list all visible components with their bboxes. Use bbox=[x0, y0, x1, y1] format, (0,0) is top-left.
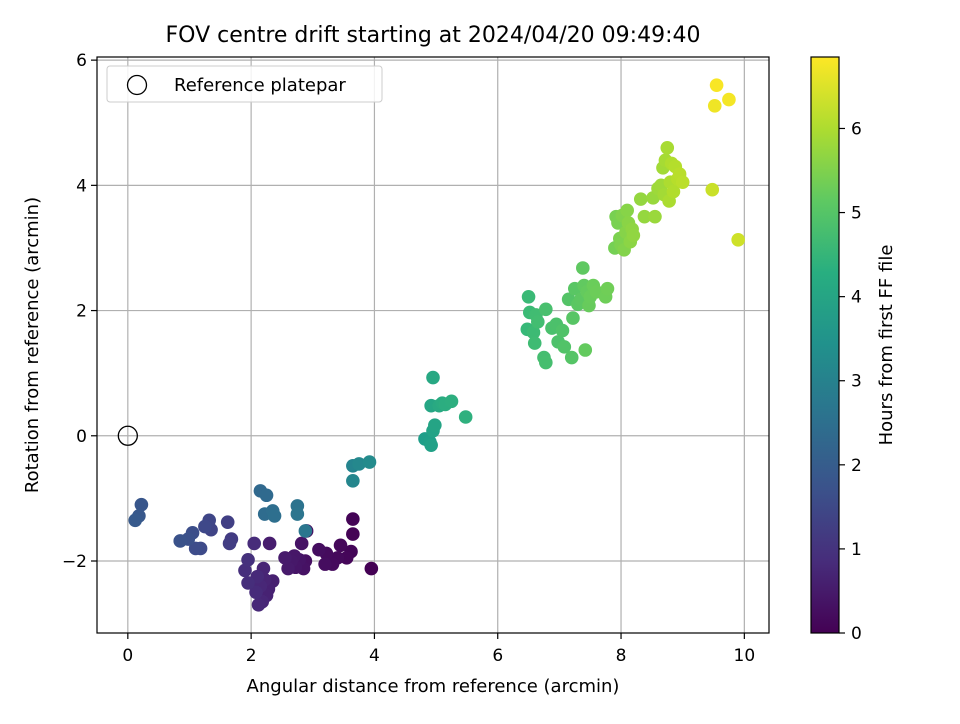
legend-box bbox=[106, 65, 383, 103]
scatter-point bbox=[278, 551, 292, 565]
scatter-point bbox=[364, 561, 379, 576]
x-tick-label: 10 bbox=[734, 646, 756, 666]
scatter-point bbox=[259, 488, 274, 503]
scatter-point bbox=[262, 536, 277, 551]
scatter-point bbox=[648, 209, 662, 224]
scatter-point bbox=[539, 302, 553, 317]
x-tick-label: 4 bbox=[369, 646, 380, 666]
scatter-point bbox=[298, 524, 313, 538]
colorbar-tick-label: 6 bbox=[851, 119, 862, 139]
scatter-point bbox=[134, 497, 149, 512]
scatter-point bbox=[267, 509, 282, 523]
scatter-point bbox=[527, 336, 542, 350]
scatter-point bbox=[626, 228, 641, 243]
scatter-point bbox=[281, 561, 295, 576]
scatter-point bbox=[188, 541, 203, 556]
scatter-point bbox=[620, 203, 635, 218]
scatter-point bbox=[660, 140, 675, 155]
scatter-point bbox=[578, 343, 593, 357]
scatter-point bbox=[705, 182, 720, 197]
scatter-point bbox=[346, 512, 360, 526]
y-tick-label: 0 bbox=[76, 427, 87, 447]
scatter-point bbox=[241, 576, 255, 590]
chart-title: FOV centre drift starting at 2024/04/20 … bbox=[166, 23, 701, 48]
scatter-point bbox=[424, 438, 438, 452]
scatter-point bbox=[241, 552, 255, 567]
legend: Reference platepar bbox=[106, 65, 383, 103]
scatter-point bbox=[352, 457, 366, 471]
scatter-point bbox=[428, 418, 442, 432]
x-tick-label: 2 bbox=[246, 646, 257, 666]
scatter-point bbox=[346, 527, 360, 541]
x-tick-label: 0 bbox=[122, 646, 133, 666]
scatter-point bbox=[173, 534, 188, 548]
scatter-point bbox=[633, 192, 648, 206]
scatter-point bbox=[333, 538, 348, 553]
scatter-point bbox=[128, 513, 143, 528]
colorbar-tick-label: 1 bbox=[851, 540, 862, 560]
scatter-point bbox=[707, 99, 722, 113]
scatter-point bbox=[249, 585, 263, 600]
scatter-point bbox=[251, 598, 266, 612]
scatter-point bbox=[362, 455, 377, 469]
x-axis-ticks: 0 2 4 6 8 10 bbox=[122, 633, 755, 666]
scatter-point bbox=[222, 536, 237, 551]
scatter-point bbox=[637, 209, 652, 224]
colorbar-tick-label: 3 bbox=[851, 372, 862, 392]
scatter-point bbox=[521, 289, 536, 304]
plot-frame bbox=[96, 56, 770, 634]
scatter-points bbox=[128, 78, 745, 612]
scatter-point bbox=[557, 340, 572, 354]
y-axis-ticks: −2 0 2 4 6 bbox=[62, 51, 97, 572]
y-tick-label: 6 bbox=[76, 51, 87, 71]
scatter-point bbox=[539, 355, 553, 370]
scatter-point bbox=[666, 184, 681, 199]
scatter-point bbox=[526, 325, 541, 340]
reference-platepar-marker bbox=[117, 425, 138, 446]
scatter-point bbox=[290, 507, 305, 521]
scatter-point bbox=[709, 78, 724, 92]
scatter-point bbox=[346, 474, 360, 488]
scatter-point bbox=[198, 519, 212, 534]
y-tick-label: −2 bbox=[62, 552, 87, 572]
scatter-point bbox=[247, 536, 262, 551]
scatter-point bbox=[238, 563, 252, 578]
y-tick-label: 2 bbox=[76, 302, 87, 322]
scatter-point bbox=[576, 261, 590, 275]
colorbar-tick-label: 4 bbox=[851, 288, 862, 308]
colorbar-label: Hours from first FF file bbox=[876, 245, 897, 446]
scatter-point bbox=[600, 281, 615, 296]
scatter-point bbox=[722, 92, 736, 107]
legend-marker-reference bbox=[126, 74, 148, 96]
scatter-point bbox=[458, 410, 473, 424]
colorbar: 0 1 2 3 4 5 6 Hours from first FF file bbox=[810, 56, 897, 644]
y-axis-label: Rotation from reference (arcmin) bbox=[22, 197, 43, 493]
scatter-point bbox=[444, 394, 459, 409]
scatter-point bbox=[555, 323, 570, 338]
scatter-point bbox=[566, 311, 580, 325]
scatter-point bbox=[675, 175, 690, 190]
x-tick-label: 8 bbox=[616, 646, 627, 666]
legend-label: Reference platepar bbox=[174, 75, 346, 96]
colorbar-gradient bbox=[810, 56, 840, 634]
colorbar-tick-label: 0 bbox=[851, 624, 862, 644]
colorbar-tick-label: 2 bbox=[851, 456, 862, 476]
scatter-point bbox=[426, 370, 440, 385]
colorbar-ticks: 0 1 2 3 4 5 6 bbox=[839, 119, 862, 644]
colorbar-tick-label: 5 bbox=[851, 204, 862, 224]
scatter-point bbox=[312, 542, 326, 557]
scatter-point bbox=[564, 350, 579, 365]
y-tick-label: 4 bbox=[76, 176, 87, 196]
scatter-point bbox=[220, 515, 235, 529]
scatter-point bbox=[294, 536, 309, 551]
x-tick-label: 6 bbox=[492, 646, 503, 666]
scatter-point bbox=[318, 557, 332, 571]
scatter-point bbox=[531, 315, 545, 329]
scatter-point bbox=[731, 233, 745, 247]
x-axis-label: Angular distance from reference (arcmin) bbox=[247, 676, 620, 697]
